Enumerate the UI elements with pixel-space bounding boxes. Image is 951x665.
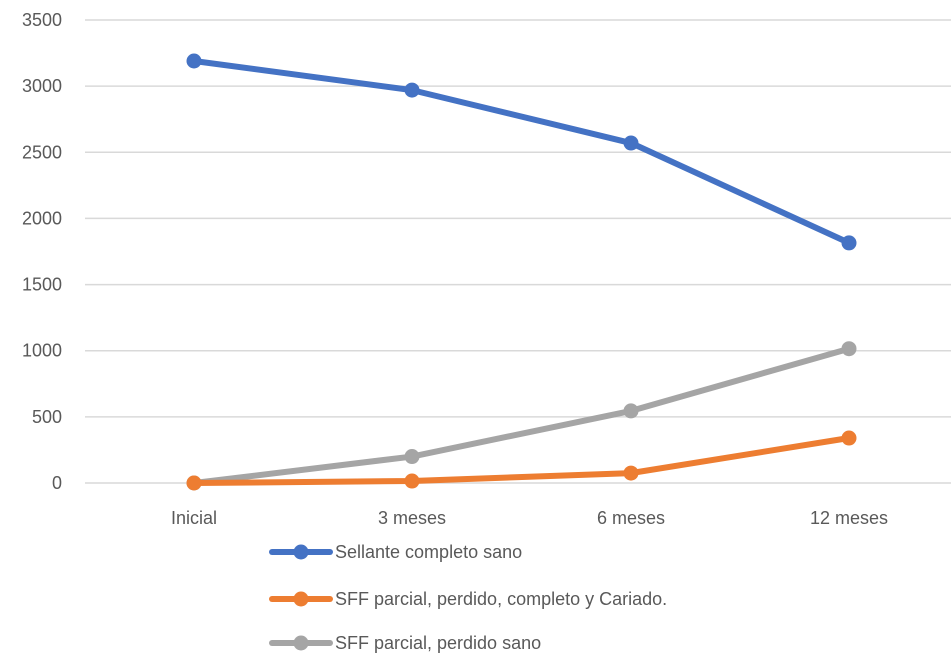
x-tick-label: 6 meses [597, 508, 665, 528]
data-point [186, 475, 202, 491]
series-line [191, 58, 852, 246]
legend-swatch-marker [293, 635, 309, 651]
y-tick-label: 3000 [22, 76, 62, 96]
series-1 [186, 53, 857, 251]
y-axis-tick-labels: 0 500 1000 1500 2000 2500 3000 3500 [22, 10, 62, 493]
y-tick-label: 500 [32, 407, 62, 427]
data-point [404, 82, 420, 98]
series-line [191, 435, 852, 486]
legend-label: Sellante completo sano [335, 542, 522, 562]
series-2 [186, 430, 857, 491]
y-tick-label: 2000 [22, 208, 62, 228]
data-point [623, 465, 639, 481]
data-point [841, 235, 857, 251]
series-lines [186, 53, 857, 491]
data-point [404, 449, 420, 465]
x-tick-label: Inicial [171, 508, 217, 528]
series-line [191, 345, 852, 486]
x-axis-tick-labels: Inicial 3 meses 6 meses 12 meses [171, 508, 888, 528]
data-point [841, 430, 857, 446]
legend-swatch-marker [293, 544, 309, 560]
y-tick-label: 1000 [22, 341, 62, 361]
x-tick-label: 3 meses [378, 508, 446, 528]
legend-swatch-marker [293, 591, 309, 607]
series-3 [186, 341, 857, 491]
data-point [404, 473, 420, 489]
legend-label: SFF parcial, perdido, completo y Cariado… [335, 589, 667, 609]
legend: Sellante completo sano SFF parcial, perdi… [269, 542, 667, 653]
gridlines [85, 19, 951, 484]
legend-item: SFF parcial, perdido sano [269, 633, 541, 653]
data-point [623, 135, 639, 151]
legend-label: SFF parcial, perdido sano [335, 633, 541, 653]
y-tick-label: 0 [52, 473, 62, 493]
data-point [186, 53, 202, 69]
data-point [623, 403, 639, 419]
legend-item: Sellante completo sano [269, 542, 522, 562]
legend-item: SFF parcial, perdido, completo y Cariado… [269, 589, 667, 609]
x-tick-label: 12 meses [810, 508, 888, 528]
y-tick-label: 1500 [22, 275, 62, 295]
y-tick-label: 3500 [22, 10, 62, 30]
y-tick-label: 2500 [22, 142, 62, 162]
data-point [841, 341, 857, 357]
